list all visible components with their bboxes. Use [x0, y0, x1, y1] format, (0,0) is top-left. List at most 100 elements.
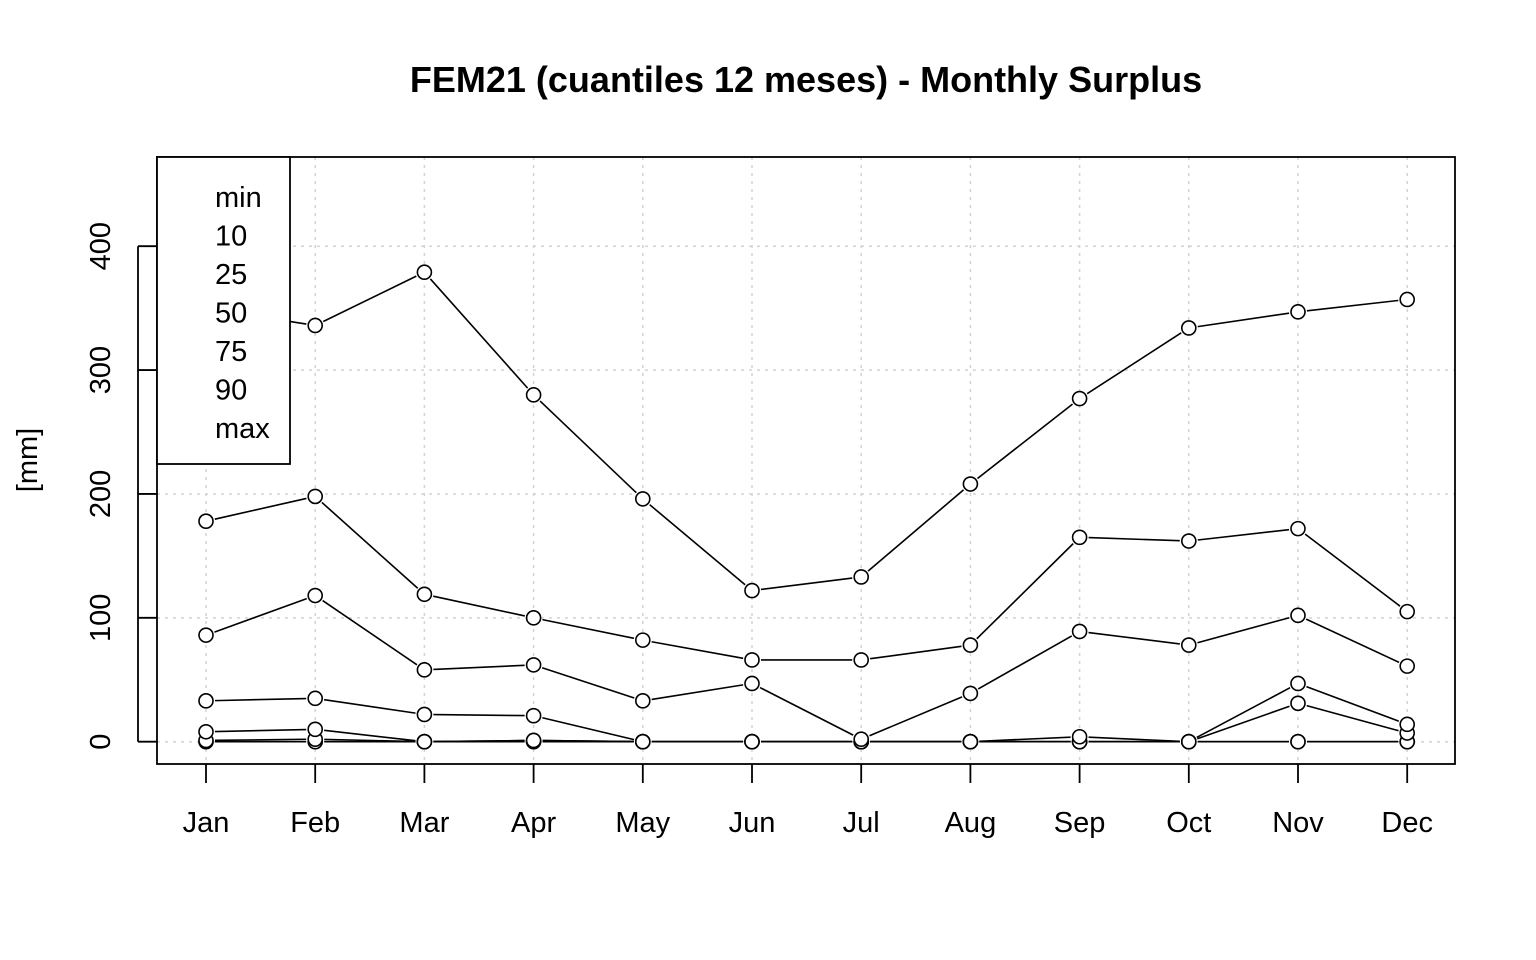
series-segment [759, 686, 854, 736]
series-segment [1306, 704, 1399, 732]
x-tick-label: Sep [1054, 807, 1106, 839]
legend-entry: 10 [215, 221, 247, 253]
data-point [962, 733, 979, 750]
data-point [1071, 623, 1088, 640]
series-segment [979, 736, 1071, 743]
data-point [634, 632, 651, 648]
y-axis: 0 100 200 300 400 [85, 222, 157, 750]
data-point [1181, 637, 1197, 653]
series-segment [542, 739, 634, 743]
data-point [307, 721, 324, 738]
x-tick-label: Mar [399, 807, 449, 839]
y-tick-label: 300 [85, 346, 117, 394]
legend-entry: 25 [215, 259, 247, 291]
x-tick-label: Jun [729, 807, 776, 839]
series-50 [198, 675, 1415, 750]
data-point [525, 707, 542, 724]
data-point [1181, 733, 1197, 750]
series-segment [1304, 533, 1401, 607]
data-point [744, 675, 760, 692]
data-point [307, 690, 324, 707]
series-segment [322, 599, 418, 666]
x-tick-label: Jul [843, 807, 880, 839]
data-point [744, 733, 760, 750]
series-segment [977, 635, 1073, 690]
series-segment [1197, 312, 1290, 328]
data-point [1290, 695, 1306, 712]
series-segment [1197, 528, 1290, 541]
series-segment [1196, 687, 1291, 739]
data-point [634, 733, 651, 750]
data-point [525, 387, 542, 403]
series-segment [651, 640, 744, 660]
series-segment [1306, 299, 1399, 312]
data-point [1399, 603, 1415, 620]
data-point [634, 693, 651, 709]
y-tick-label: 0 [85, 734, 117, 750]
data-point [962, 476, 979, 492]
series-segment [321, 501, 419, 589]
data-point [1290, 520, 1306, 537]
data-point [1290, 733, 1306, 750]
x-tick-label: Jan [183, 807, 230, 839]
series-segment [214, 738, 307, 742]
y-tick-label: 400 [85, 222, 117, 270]
series-10 [198, 731, 1415, 750]
data-point [853, 731, 870, 748]
x-tick-label: Feb [290, 807, 340, 839]
data-point [1290, 304, 1306, 320]
data-point [416, 706, 433, 723]
data-point [1290, 675, 1306, 692]
y-tick-label: 100 [85, 594, 117, 642]
data-point [853, 652, 870, 668]
data-point [198, 627, 214, 643]
data-point [416, 586, 433, 603]
series-segment [214, 728, 307, 733]
data-point [416, 733, 433, 750]
series-segment [542, 716, 635, 741]
series-layer [198, 264, 1415, 750]
series-segment [976, 403, 1074, 480]
series-segment [433, 739, 525, 743]
x-tick-label: Oct [1166, 807, 1211, 839]
data-point [307, 317, 324, 334]
series-75 [198, 587, 1415, 748]
series-segment [1197, 705, 1290, 740]
data-point [1290, 607, 1306, 624]
data-point [1181, 533, 1197, 549]
series-segment [214, 597, 308, 633]
series-segment [433, 595, 525, 617]
data-point [525, 657, 542, 673]
data-point [198, 693, 214, 709]
series-segment [324, 729, 416, 742]
series-segment [214, 697, 307, 702]
series-segment [214, 497, 307, 520]
data-point [1399, 291, 1415, 308]
data-point [634, 491, 651, 507]
data-point [307, 488, 324, 505]
series-segment [869, 696, 963, 737]
series-segment [433, 713, 525, 717]
series-segment [867, 489, 965, 572]
data-point [198, 513, 214, 530]
x-tick-label: Apr [511, 807, 556, 839]
series-segment [1088, 536, 1180, 542]
series-segment [651, 684, 744, 701]
series-segment [649, 504, 746, 586]
data-point [1071, 529, 1088, 546]
series-segment [324, 738, 416, 743]
data-point [962, 685, 979, 702]
data-point [744, 582, 760, 599]
series-segment [1306, 685, 1400, 722]
series-segment [542, 618, 635, 640]
series-segment [1086, 332, 1182, 395]
plot-frame [156, 156, 1456, 765]
y-axis-title: [mm] [12, 428, 44, 492]
series-segment [1197, 616, 1290, 644]
data-point [1071, 728, 1088, 745]
legend-entry: min [215, 182, 262, 214]
x-tick-label: Aug [945, 807, 997, 839]
data-point [1071, 390, 1088, 407]
data-point [198, 723, 214, 740]
